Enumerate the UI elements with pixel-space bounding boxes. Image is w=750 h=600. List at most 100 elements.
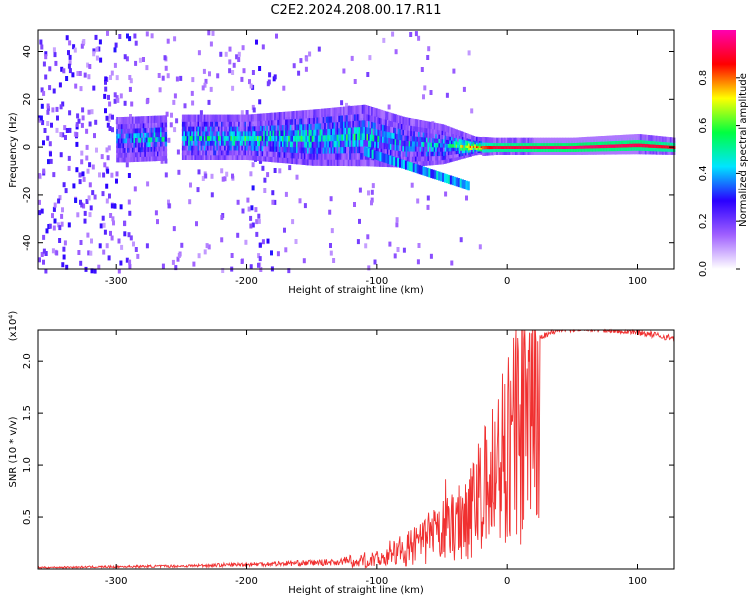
- spectrogram-cell: [325, 138, 329, 148]
- spectrogram-cell: [554, 149, 557, 155]
- spectrogram-cell: [552, 140, 555, 147]
- spectrogram-cell: [601, 136, 604, 142]
- spectrogram-cell: [236, 133, 239, 141]
- spectrogram-cell: [321, 157, 324, 166]
- spectrogram-cell: [385, 117, 388, 126]
- spectrogram-cell: [189, 128, 193, 137]
- spectrogram-cell: [524, 137, 527, 144]
- spectrogram-cell: [183, 152, 186, 160]
- spectrogram-cell: [360, 150, 363, 160]
- spectrogram-cell: [119, 260, 123, 266]
- spectrogram-cell: [292, 111, 296, 119]
- spectrogram-cell: [515, 143, 518, 149]
- spectrogram-cell: [452, 148, 455, 155]
- spectrogram-cell: [414, 31, 418, 37]
- spectrogram-cell: [238, 128, 241, 137]
- spectrogram-cell: [432, 158, 435, 166]
- spectrogram-cell: [594, 149, 598, 155]
- spectrogram-cell: [72, 183, 76, 189]
- spectrogram-cell: [296, 139, 299, 148]
- spectrogram-cell: [632, 148, 635, 155]
- spectrogram-cell: [335, 126, 338, 135]
- spectrogram-cell: [201, 85, 205, 91]
- spectrogram-cell: [582, 140, 585, 146]
- spectrogram-cell: [303, 203, 307, 209]
- y-tick-label: 2.0: [22, 353, 33, 369]
- spectrogram-cell: [211, 128, 214, 137]
- spectrogram-cell: [128, 145, 132, 153]
- spectrogram-cell: [638, 134, 641, 141]
- spectrogram-cell: [346, 119, 349, 128]
- spectrogram-cell: [594, 146, 598, 152]
- spectrogram-cell: [411, 144, 415, 152]
- spectrogram-cell: [418, 154, 421, 162]
- spectrogram-cell: [313, 145, 316, 154]
- spectrogram-cell: [488, 140, 491, 146]
- spectrogram-cell: [410, 182, 414, 188]
- spectrogram-cell: [441, 132, 444, 140]
- spectrogram-cell: [292, 139, 296, 148]
- spectrogram-cell: [358, 218, 361, 224]
- spectrogram-cell: [450, 148, 454, 155]
- spectrogram-cell: [203, 148, 207, 156]
- spectrogram-cell: [222, 143, 225, 151]
- spectrogram-cell: [395, 157, 398, 167]
- spectrogram-cell: [176, 149, 180, 155]
- spectrogram-cell: [197, 133, 200, 141]
- spectrogram-cell: [378, 158, 382, 167]
- spectrogram-cell: [252, 119, 255, 127]
- spectrogram-cell: [258, 123, 261, 132]
- spectrogram-cell: [258, 118, 261, 127]
- spectrogram-cell: [610, 145, 613, 152]
- spectrogram-cell: [164, 153, 168, 161]
- spectrogram-cell: [319, 121, 322, 130]
- spectrogram-cell: [421, 144, 424, 152]
- spectrogram-cell: [246, 197, 250, 203]
- spectrogram-cell: [389, 135, 393, 145]
- spectrogram-cell: [459, 237, 463, 243]
- spectrogram-cell: [123, 54, 127, 60]
- spectrogram-cell: [561, 140, 565, 147]
- spectrogram-cell: [386, 141, 390, 150]
- spectrogram-cell: [263, 118, 266, 126]
- spectrogram-cell: [213, 124, 216, 132]
- spectrogram-cell: [419, 124, 422, 133]
- spectrogram-cell: [449, 152, 452, 159]
- spectrogram-cell: [429, 140, 432, 148]
- spectrogram-cell: [110, 172, 114, 178]
- spectrogram-cell: [189, 114, 193, 122]
- spectrogram-cell: [258, 133, 261, 142]
- spectrogram-cell: [532, 146, 535, 152]
- spectrogram-cell: [427, 158, 430, 166]
- spectrogram-cell: [230, 148, 233, 156]
- spectrogram-cell: [286, 117, 290, 125]
- spectrogram-cell: [117, 126, 121, 134]
- spectrogram-cell: [52, 206, 56, 212]
- spectrogram-cell: [317, 139, 321, 148]
- spectrogram-cell: [446, 153, 449, 160]
- spectrogram-cell: [291, 111, 294, 120]
- spectrogram-cell: [242, 138, 246, 146]
- spectrogram-cell: [432, 169, 435, 179]
- spectrogram-cell: [324, 151, 327, 160]
- spectrogram-cell: [133, 33, 137, 39]
- snr-panel: -300 -200 -100 0 100 0.51.01.52.0 Height of …: [8, 311, 675, 596]
- spectrogram-cell: [449, 156, 452, 163]
- spectrogram-cell: [375, 158, 379, 167]
- spectrogram-cell: [608, 145, 612, 152]
- spectrogram-cell: [189, 133, 193, 141]
- spectrogram-cell: [257, 213, 261, 219]
- spectrogram-cell: [450, 141, 454, 148]
- spectrogram-cell: [455, 177, 459, 187]
- spectrogram-cell: [307, 109, 310, 119]
- spectrogram-cell: [546, 146, 549, 152]
- spectrogram-cell: [145, 149, 149, 157]
- spectrogram-cell: [543, 137, 546, 144]
- spectrogram-cell: [436, 132, 440, 139]
- spectrogram-cell: [161, 139, 164, 147]
- spectrogram-cell: [310, 121, 313, 130]
- spectrogram-cell: [127, 145, 130, 153]
- spectrogram-cell: [221, 119, 224, 127]
- spectrogram-cell: [615, 145, 618, 152]
- spectrogram-cell: [204, 173, 208, 179]
